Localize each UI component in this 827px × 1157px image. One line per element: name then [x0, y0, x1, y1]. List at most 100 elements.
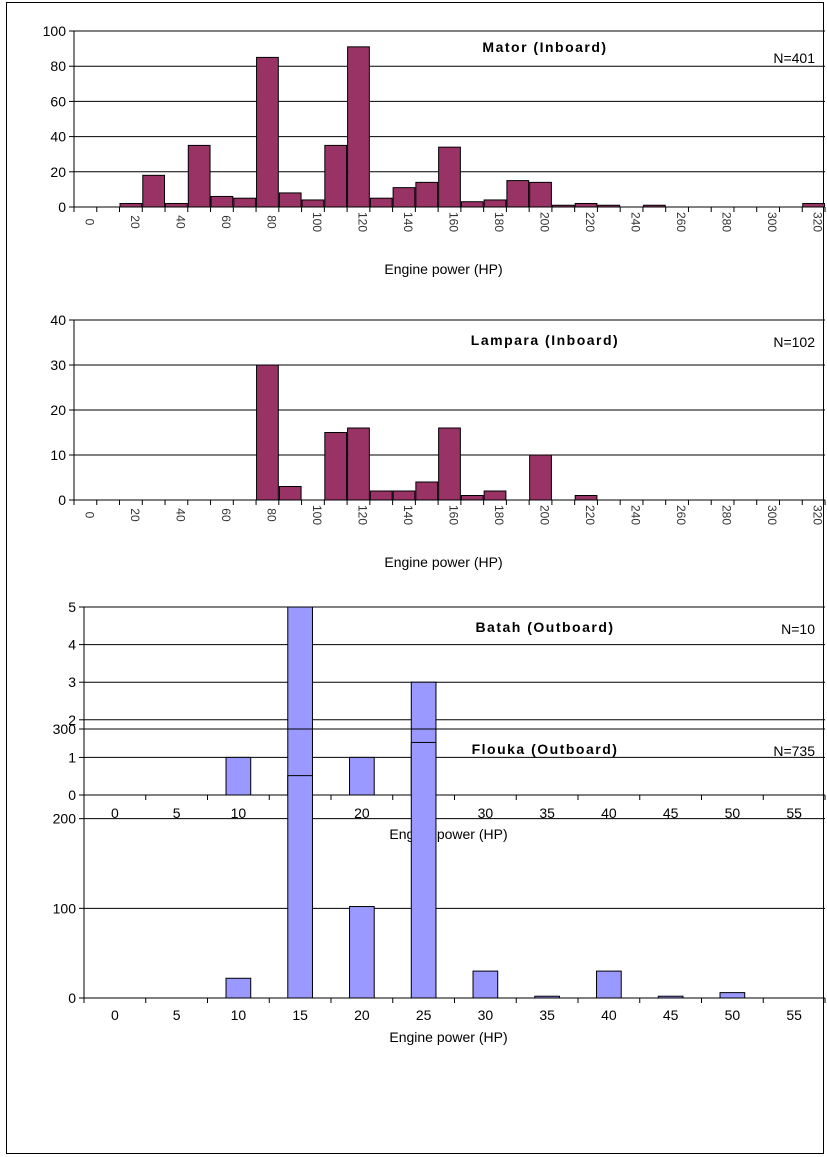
- chart3-bar: [287, 606, 313, 796]
- chart4-bar: [410, 741, 437, 999]
- chart3-x-tick-label: 10: [231, 805, 247, 821]
- chart2-x-tick-label: 260: [674, 505, 688, 525]
- chart2-sample-size: N=102: [773, 334, 815, 350]
- chart1-bar: [324, 144, 348, 208]
- chart3-y-tick-label: 5: [68, 599, 76, 615]
- chart3-sample-size: N=10: [781, 621, 815, 637]
- chart4-bar: [225, 977, 252, 999]
- chart3-bar: [349, 756, 375, 796]
- chart3-x-tick-label: 45: [663, 805, 679, 821]
- chart4-x-tick-label: 50: [725, 1007, 741, 1023]
- chart1-x-tick-label: 0: [82, 219, 96, 226]
- chart2-bar: [460, 495, 484, 501]
- chart2-x-tick-label: 160: [447, 505, 461, 525]
- chart1-x-tick-label: 320: [811, 212, 825, 232]
- chart1-x-axis-label: Engine power (HP): [384, 261, 502, 277]
- chart4-x-axis-label: Engine power (HP): [389, 1029, 507, 1045]
- chart1-bar: [529, 181, 552, 208]
- chart2-bar: [278, 486, 302, 501]
- chart4-bar: [719, 992, 746, 999]
- chart2-x-tick-label: 20: [128, 508, 142, 522]
- chart4-x-tick-label: 35: [539, 1007, 555, 1023]
- chart4-y-tick-label: 100: [53, 900, 77, 916]
- chart1-bar: [369, 197, 393, 208]
- chart1-x-tick-label: 260: [674, 212, 688, 232]
- chart1-y-tick-label: 80: [50, 58, 66, 74]
- chart2-y-tick-label: 40: [50, 312, 66, 328]
- chart1-bar: [301, 199, 325, 208]
- chart1-bar: [415, 181, 439, 208]
- chart1-bar: [256, 56, 279, 208]
- chart1-x-tick-label: 100: [310, 212, 324, 232]
- chart1-bar: [165, 202, 188, 208]
- chart2-x-tick-label: 60: [219, 508, 233, 522]
- chart1-x-tick-label: 280: [720, 212, 734, 232]
- chart1-bar: [392, 187, 416, 208]
- chart1-bar: [483, 199, 507, 208]
- chart1-bar: [187, 144, 211, 208]
- chart1-bar: [802, 202, 826, 208]
- chart1-bar: [210, 195, 234, 208]
- chart4-x-tick-label: 15: [292, 1007, 308, 1023]
- chart4-x-tick-label: 45: [663, 1007, 679, 1023]
- chart2-x-tick-label: 240: [629, 505, 643, 525]
- chart4-title: Flouka (Outboard): [472, 741, 619, 757]
- chart4-bar: [472, 970, 499, 999]
- chart3-y-tick-label: 1: [68, 749, 76, 765]
- chart3-x-tick-label: 5: [173, 805, 181, 821]
- chart1-bar: [460, 201, 484, 208]
- chart3-x-tick-label: 30: [478, 805, 494, 821]
- chart1-bar: [438, 146, 461, 208]
- chart2-x-tick-label: 120: [355, 505, 369, 525]
- chart4-bar: [287, 775, 313, 999]
- chart1-bar: [278, 192, 302, 208]
- chart4-y-tick-label: 0: [68, 990, 76, 1006]
- chart2-x-tick-label: 220: [583, 505, 597, 525]
- chart4-x-tick-label: 20: [354, 1007, 370, 1023]
- chart1-bar: [142, 174, 166, 208]
- chart1-y-tick-label: 20: [50, 164, 66, 180]
- chart1-x-tick-label: 200: [538, 212, 552, 232]
- chart2-x-axis-label: Engine power (HP): [384, 554, 502, 570]
- chart3-title: Batah (Outboard): [475, 619, 614, 635]
- chart2-bar: [347, 427, 370, 501]
- chart3-x-tick-label: 20: [354, 805, 370, 821]
- chart1-x-tick-label: 240: [629, 212, 643, 232]
- chart3-x-tick-label: 55: [786, 805, 802, 821]
- chart4-sample-size: N=735: [773, 743, 815, 759]
- chart1-y-tick-label: 0: [58, 199, 66, 215]
- chart4-x-tick-label: 25: [416, 1007, 432, 1023]
- chart3-x-axis-label: Engine power (HP): [389, 826, 507, 842]
- chart2-x-tick-label: 140: [401, 505, 415, 525]
- chart1-x-tick-label: 160: [447, 212, 461, 232]
- chart4-bar: [596, 970, 622, 999]
- chart2-x-tick-label: 180: [492, 505, 506, 525]
- chart3-bar: [225, 756, 252, 796]
- chart2-bar: [483, 490, 507, 501]
- chart3-x-tick-label: 35: [539, 805, 555, 821]
- chart2-bar: [574, 495, 598, 501]
- chart2-x-tick-label: 280: [720, 505, 734, 525]
- chart4-x-tick-label: 0: [111, 1007, 119, 1023]
- chart1-bar: [347, 46, 370, 208]
- chart1-x-tick-label: 220: [583, 212, 597, 232]
- chart3-y-tick-label: 0: [68, 787, 76, 803]
- chart2-y-tick-label: 0: [58, 492, 66, 508]
- chart2-x-tick-label: 80: [264, 508, 278, 522]
- chart2-x-tick-label: 40: [173, 508, 187, 522]
- chart3-y-tick-label: 2: [68, 712, 76, 728]
- chart1-x-tick-label: 40: [173, 215, 187, 229]
- chart2-bar: [529, 454, 552, 501]
- chart2-bar: [369, 490, 393, 501]
- chart2-bar: [392, 490, 416, 501]
- chart1-bar: [119, 202, 143, 208]
- chart2-bar: [256, 364, 279, 501]
- chart1-y-tick-label: 40: [50, 129, 66, 145]
- chart4-y-tick-label: 300: [53, 721, 77, 737]
- chart2-x-tick-label: 300: [765, 505, 779, 525]
- chart1-x-tick-label: 140: [401, 212, 415, 232]
- chart2-bar: [415, 481, 439, 501]
- chart1-x-tick-label: 180: [492, 212, 506, 232]
- chart2-x-tick-label: 200: [538, 505, 552, 525]
